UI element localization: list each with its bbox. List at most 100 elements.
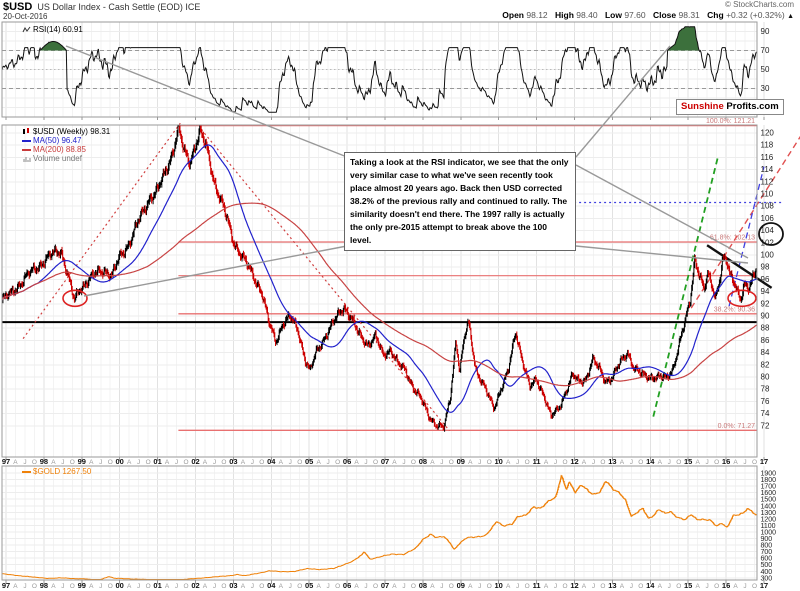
svg-text:38.2%: 90.36: 38.2%: 90.36 [714, 306, 755, 313]
svg-text:O: O [562, 459, 567, 466]
svg-text:A: A [127, 459, 132, 466]
svg-text:90: 90 [761, 27, 770, 36]
candlestick-icon [23, 128, 29, 134]
svg-text:A: A [241, 583, 246, 590]
svg-text:O: O [32, 459, 37, 466]
callout-lines [65, 45, 749, 297]
svg-text:00: 00 [116, 581, 124, 590]
svg-text:A: A [658, 459, 663, 466]
svg-text:J: J [289, 583, 292, 590]
svg-text:600: 600 [761, 556, 773, 563]
svg-text:O: O [183, 583, 188, 590]
open-value: 98.12 [526, 10, 548, 20]
svg-text:70: 70 [761, 46, 770, 55]
svg-text:06: 06 [343, 457, 351, 466]
chart-date: 20-Oct-2016 [3, 12, 48, 21]
svg-text:J: J [137, 583, 140, 590]
svg-text:A: A [354, 583, 359, 590]
svg-text:500: 500 [761, 562, 773, 569]
y-axis-labels: 72 74 76 78 80 82 84 86 88 90 92 94 96 98 100 102 104 106… [761, 27, 777, 582]
svg-text:A: A [317, 459, 322, 466]
svg-text:99: 99 [78, 581, 86, 590]
svg-text:J: J [251, 583, 254, 590]
svg-text:50: 50 [761, 65, 770, 74]
copyright: © StockCharts.com [724, 0, 794, 9]
svg-text:07: 07 [381, 581, 389, 590]
svg-text:O: O [373, 583, 378, 590]
svg-text:A: A [430, 459, 435, 466]
svg-text:O: O [70, 583, 75, 590]
svg-text:J: J [61, 459, 64, 466]
svg-text:12: 12 [570, 457, 578, 466]
svg-text:O: O [411, 459, 416, 466]
svg-text:O: O [449, 459, 454, 466]
ohlc-quote: Open 98.12 High 98.40 Low 97.60 Close 98… [497, 10, 794, 20]
svg-text:11: 11 [533, 457, 541, 466]
ma50-legend-label: MA(50) 96.47 [33, 136, 82, 145]
svg-text:900: 900 [761, 536, 773, 543]
highlight-circles [62, 289, 757, 308]
svg-text:O: O [600, 583, 605, 590]
svg-text:98: 98 [40, 457, 48, 466]
svg-text:13: 13 [608, 581, 616, 590]
low-label: Low [604, 10, 622, 20]
svg-text:J: J [137, 459, 140, 466]
svg-text:74: 74 [761, 409, 770, 418]
svg-text:82: 82 [761, 360, 770, 369]
svg-text:O: O [449, 583, 454, 590]
svg-text:1000: 1000 [761, 529, 777, 536]
svg-text:O: O [752, 459, 757, 466]
svg-text:400: 400 [761, 569, 773, 576]
svg-text:J: J [213, 459, 216, 466]
svg-text:A: A [544, 459, 549, 466]
svg-text:A: A [468, 583, 473, 590]
svg-text:16: 16 [722, 457, 730, 466]
svg-text:J: J [706, 583, 709, 590]
svg-text:17: 17 [760, 457, 768, 466]
svg-text:O: O [525, 583, 530, 590]
svg-text:O: O [676, 583, 681, 590]
svg-text:J: J [251, 459, 254, 466]
svg-text:1700: 1700 [761, 484, 777, 491]
svg-text:O: O [297, 583, 302, 590]
svg-text:J: J [402, 583, 405, 590]
svg-text:A: A [582, 583, 587, 590]
svg-text:110: 110 [761, 190, 774, 199]
svg-text:86: 86 [761, 336, 770, 345]
svg-text:O: O [108, 459, 113, 466]
svg-text:J: J [554, 583, 557, 590]
close-value: 98.31 [678, 10, 700, 20]
svg-text:J: J [23, 583, 26, 590]
svg-text:A: A [392, 459, 397, 466]
svg-text:J: J [516, 459, 519, 466]
svg-text:100: 100 [761, 251, 775, 260]
svg-text:O: O [259, 459, 264, 466]
svg-text:J: J [554, 459, 557, 466]
svg-text:J: J [668, 583, 671, 590]
svg-text:1500: 1500 [761, 497, 777, 504]
svg-text:J: J [213, 583, 216, 590]
svg-text:O: O [146, 459, 151, 466]
ma50-line [1, 144, 757, 413]
svg-text:A: A [430, 583, 435, 590]
svg-text:J: J [289, 459, 292, 466]
svg-text:O: O [638, 583, 643, 590]
svg-text:09: 09 [457, 581, 465, 590]
svg-text:118: 118 [761, 141, 774, 150]
svg-text:88: 88 [761, 324, 770, 333]
svg-text:05: 05 [305, 581, 313, 590]
svg-text:01: 01 [153, 581, 161, 590]
svg-text:O: O [108, 583, 113, 590]
svg-text:112: 112 [761, 177, 774, 186]
svg-text:300: 300 [761, 575, 773, 582]
svg-text:98: 98 [761, 263, 770, 272]
svg-text:J: J [706, 459, 709, 466]
svg-text:01: 01 [153, 457, 161, 466]
svg-text:O: O [335, 583, 340, 590]
svg-text:700: 700 [761, 549, 773, 556]
svg-text:14: 14 [646, 457, 655, 466]
rsi-legend-label: RSI(14) 60.91 [33, 25, 83, 34]
svg-text:102: 102 [761, 238, 775, 247]
gold-line-icon [22, 470, 31, 473]
svg-text:A: A [127, 583, 132, 590]
